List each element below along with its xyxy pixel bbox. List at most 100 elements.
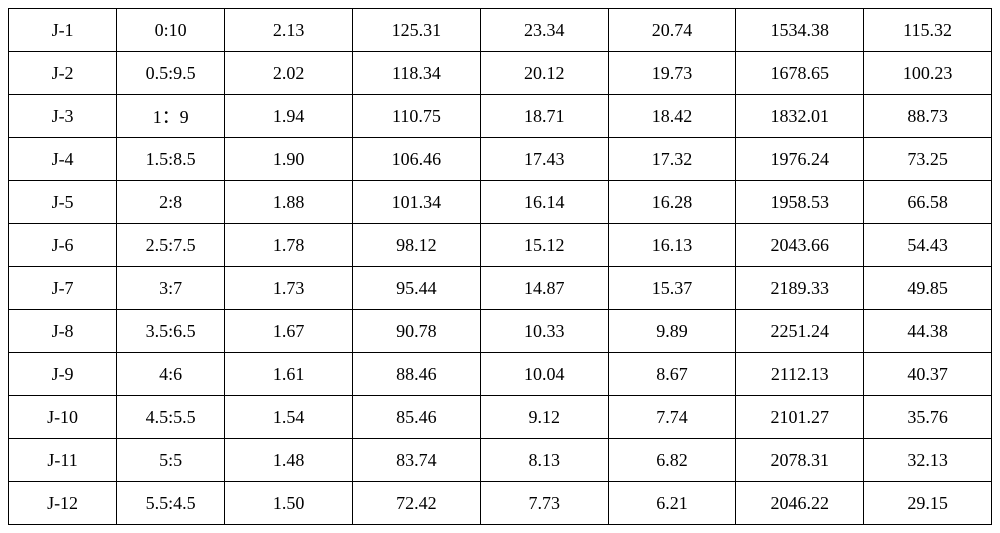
cell-id: J-1 bbox=[9, 9, 117, 52]
cell-val-4: 7.74 bbox=[608, 396, 736, 439]
cell-val-5: 2046.22 bbox=[736, 482, 864, 525]
cell-val-3: 23.34 bbox=[480, 9, 608, 52]
cell-val-2: 72.42 bbox=[353, 482, 481, 525]
cell-ratio: 5:5 bbox=[117, 439, 225, 482]
cell-val-5: 1534.38 bbox=[736, 9, 864, 52]
cell-ratio: 3.5:6.5 bbox=[117, 310, 225, 353]
cell-id: J-7 bbox=[9, 267, 117, 310]
table-row: J-6 2.5:7.5 1.78 98.12 15.12 16.13 2043.… bbox=[9, 224, 992, 267]
cell-val-2: 83.74 bbox=[353, 439, 481, 482]
cell-ratio: 0.5:9.5 bbox=[117, 52, 225, 95]
cell-val-2: 110.75 bbox=[353, 95, 481, 138]
cell-val-3: 16.14 bbox=[480, 181, 608, 224]
cell-id: J-9 bbox=[9, 353, 117, 396]
cell-val-4: 16.13 bbox=[608, 224, 736, 267]
cell-val-5: 2189.33 bbox=[736, 267, 864, 310]
cell-ratio: 1.5:8.5 bbox=[117, 138, 225, 181]
cell-val-4: 16.28 bbox=[608, 181, 736, 224]
cell-val-6: 49.85 bbox=[864, 267, 992, 310]
cell-val-5: 1832.01 bbox=[736, 95, 864, 138]
cell-val-6: 100.23 bbox=[864, 52, 992, 95]
table-row: J-7 3:7 1.73 95.44 14.87 15.37 2189.33 4… bbox=[9, 267, 992, 310]
cell-val-2: 85.46 bbox=[353, 396, 481, 439]
cell-val-5: 2101.27 bbox=[736, 396, 864, 439]
cell-val-1: 1.48 bbox=[225, 439, 353, 482]
cell-val-1: 1.78 bbox=[225, 224, 353, 267]
cell-ratio: 4:6 bbox=[117, 353, 225, 396]
cell-val-1: 1.94 bbox=[225, 95, 353, 138]
cell-val-1: 2.02 bbox=[225, 52, 353, 95]
cell-val-1: 1.61 bbox=[225, 353, 353, 396]
cell-val-1: 1.73 bbox=[225, 267, 353, 310]
cell-val-2: 106.46 bbox=[353, 138, 481, 181]
cell-ratio: 0:10 bbox=[117, 9, 225, 52]
cell-ratio: 3:7 bbox=[117, 267, 225, 310]
cell-val-6: 115.32 bbox=[864, 9, 992, 52]
cell-val-1: 1.88 bbox=[225, 181, 353, 224]
cell-val-6: 35.76 bbox=[864, 396, 992, 439]
table-row: J-5 2:8 1.88 101.34 16.14 16.28 1958.53 … bbox=[9, 181, 992, 224]
table-row: J-9 4:6 1.61 88.46 10.04 8.67 2112.13 40… bbox=[9, 353, 992, 396]
cell-ratio: 2.5:7.5 bbox=[117, 224, 225, 267]
cell-val-2: 98.12 bbox=[353, 224, 481, 267]
cell-val-6: 32.13 bbox=[864, 439, 992, 482]
cell-val-3: 10.33 bbox=[480, 310, 608, 353]
cell-val-4: 6.21 bbox=[608, 482, 736, 525]
cell-id: J-6 bbox=[9, 224, 117, 267]
cell-val-2: 101.34 bbox=[353, 181, 481, 224]
cell-ratio: 4.5:5.5 bbox=[117, 396, 225, 439]
cell-val-3: 14.87 bbox=[480, 267, 608, 310]
cell-id: J-12 bbox=[9, 482, 117, 525]
cell-val-2: 90.78 bbox=[353, 310, 481, 353]
table-body: J-1 0:10 2.13 125.31 23.34 20.74 1534.38… bbox=[9, 9, 992, 525]
cell-ratio: 2:8 bbox=[117, 181, 225, 224]
cell-val-5: 1958.53 bbox=[736, 181, 864, 224]
cell-ratio: 1：9 bbox=[117, 95, 225, 138]
cell-val-5: 2112.13 bbox=[736, 353, 864, 396]
cell-id: J-5 bbox=[9, 181, 117, 224]
cell-val-2: 88.46 bbox=[353, 353, 481, 396]
cell-val-5: 1678.65 bbox=[736, 52, 864, 95]
cell-val-2: 118.34 bbox=[353, 52, 481, 95]
cell-val-3: 18.71 bbox=[480, 95, 608, 138]
cell-val-4: 15.37 bbox=[608, 267, 736, 310]
cell-id: J-10 bbox=[9, 396, 117, 439]
cell-val-3: 17.43 bbox=[480, 138, 608, 181]
cell-val-1: 1.67 bbox=[225, 310, 353, 353]
cell-val-4: 9.89 bbox=[608, 310, 736, 353]
cell-val-6: 44.38 bbox=[864, 310, 992, 353]
cell-id: J-11 bbox=[9, 439, 117, 482]
cell-val-6: 40.37 bbox=[864, 353, 992, 396]
cell-val-3: 15.12 bbox=[480, 224, 608, 267]
table-row: J-11 5:5 1.48 83.74 8.13 6.82 2078.31 32… bbox=[9, 439, 992, 482]
cell-val-4: 20.74 bbox=[608, 9, 736, 52]
cell-id: J-3 bbox=[9, 95, 117, 138]
cell-val-6: 54.43 bbox=[864, 224, 992, 267]
cell-val-5: 2043.66 bbox=[736, 224, 864, 267]
cell-val-1: 1.54 bbox=[225, 396, 353, 439]
cell-val-5: 1976.24 bbox=[736, 138, 864, 181]
cell-val-3: 9.12 bbox=[480, 396, 608, 439]
cell-val-3: 7.73 bbox=[480, 482, 608, 525]
cell-id: J-8 bbox=[9, 310, 117, 353]
cell-val-6: 73.25 bbox=[864, 138, 992, 181]
table-row: J-12 5.5:4.5 1.50 72.42 7.73 6.21 2046.2… bbox=[9, 482, 992, 525]
table-row: J-1 0:10 2.13 125.31 23.34 20.74 1534.38… bbox=[9, 9, 992, 52]
table-row: J-10 4.5:5.5 1.54 85.46 9.12 7.74 2101.2… bbox=[9, 396, 992, 439]
cell-val-3: 20.12 bbox=[480, 52, 608, 95]
cell-val-3: 8.13 bbox=[480, 439, 608, 482]
table-row: J-2 0.5:9.5 2.02 118.34 20.12 19.73 1678… bbox=[9, 52, 992, 95]
cell-val-5: 2078.31 bbox=[736, 439, 864, 482]
cell-val-4: 8.67 bbox=[608, 353, 736, 396]
cell-val-4: 17.32 bbox=[608, 138, 736, 181]
table-row: J-4 1.5:8.5 1.90 106.46 17.43 17.32 1976… bbox=[9, 138, 992, 181]
cell-val-6: 29.15 bbox=[864, 482, 992, 525]
cell-val-6: 66.58 bbox=[864, 181, 992, 224]
cell-val-2: 95.44 bbox=[353, 267, 481, 310]
cell-val-4: 19.73 bbox=[608, 52, 736, 95]
cell-val-4: 6.82 bbox=[608, 439, 736, 482]
cell-id: J-4 bbox=[9, 138, 117, 181]
cell-id: J-2 bbox=[9, 52, 117, 95]
data-table: J-1 0:10 2.13 125.31 23.34 20.74 1534.38… bbox=[8, 8, 992, 525]
cell-val-4: 18.42 bbox=[608, 95, 736, 138]
